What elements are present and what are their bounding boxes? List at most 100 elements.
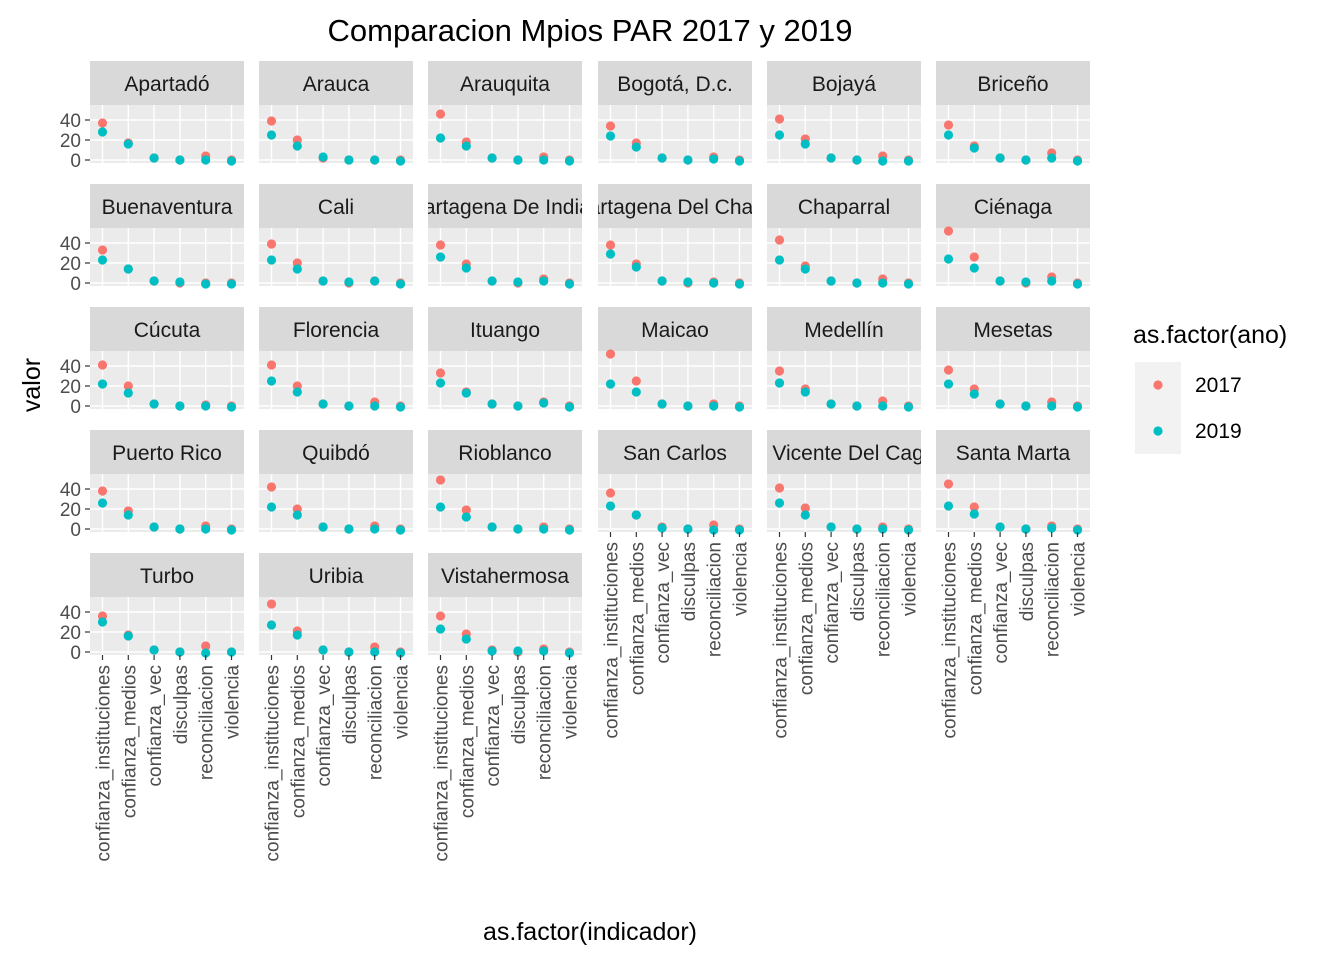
data-point-2019 — [318, 399, 328, 409]
data-point-2019 — [878, 524, 888, 534]
data-point-2019 — [395, 402, 406, 412]
facet-label: Arauca — [303, 73, 370, 96]
data-point-2019 — [564, 156, 575, 166]
data-point-2019 — [995, 522, 1005, 532]
data-point-2019 — [201, 155, 211, 165]
facet-panel: Medellín — [767, 307, 921, 412]
facet-panel: Maicao — [598, 307, 752, 412]
facet-panel: Uribia confianza_instituciones confianza_m… — [259, 553, 413, 861]
data-point-2019 — [149, 522, 159, 532]
facet-panel: Chaparral — [767, 184, 921, 289]
x-tick-label: violencia — [731, 542, 752, 616]
data-point-2019 — [852, 155, 862, 165]
data-point-2019 — [461, 141, 471, 151]
data-point-2019 — [903, 525, 914, 535]
data-point-2019 — [226, 525, 237, 535]
x-tick-label: reconciliacion — [366, 665, 387, 780]
data-point-2019 — [1047, 276, 1057, 286]
data-point-2017 — [943, 479, 954, 489]
data-point-2019 — [123, 510, 133, 520]
data-point-2019 — [826, 399, 836, 409]
data-point-2017 — [605, 121, 616, 131]
data-point-2017 — [605, 488, 616, 498]
x-tick-label: confianza_vec — [991, 542, 1012, 663]
data-point-2019 — [995, 276, 1005, 286]
facet-label: Turbo — [140, 565, 194, 588]
data-point-2017 — [943, 120, 954, 130]
data-point-2019 — [852, 278, 862, 288]
facet-label: Rioblanco — [458, 442, 551, 465]
data-point-2019 — [226, 647, 237, 657]
data-point-2019 — [943, 254, 954, 264]
data-point-2017 — [605, 240, 616, 250]
chart-title: Comparacion Mpios PAR 2017 y 2019 — [328, 13, 853, 48]
facet-label: Buenaventura — [102, 196, 233, 219]
data-point-2017 — [435, 368, 446, 378]
data-point-2019 — [1021, 401, 1031, 411]
data-point-2017 — [435, 475, 446, 485]
data-point-2019 — [903, 402, 914, 412]
y-tick-label: 0 — [70, 520, 81, 541]
x-tick-label: confianza_medios — [796, 542, 817, 695]
data-point-2019 — [201, 648, 211, 658]
facet-strip — [767, 307, 921, 351]
facet-panel: Cartagena Del Chairá — [573, 184, 776, 289]
data-point-2019 — [564, 648, 575, 658]
facet-label: Ituango — [470, 319, 540, 342]
facet-label: Cartagena Del Chairá — [573, 196, 776, 219]
facet-panel: Bojayá — [767, 61, 921, 166]
data-point-2017 — [201, 641, 211, 651]
facet-label: Cali — [318, 196, 354, 219]
data-point-2017 — [435, 109, 446, 119]
panel-background — [936, 105, 1090, 163]
y-tick-label: 0 — [70, 643, 81, 664]
data-point-2019 — [395, 279, 406, 289]
x-tick-label: confianza_medios — [288, 665, 309, 818]
data-point-2019 — [123, 388, 133, 398]
data-point-2019 — [266, 620, 277, 630]
data-point-2017 — [605, 349, 616, 359]
data-point-2019 — [605, 249, 616, 259]
data-point-2019 — [318, 276, 328, 286]
facet-panel: Ciénaga — [936, 184, 1090, 289]
data-point-2017 — [97, 245, 108, 255]
data-point-2017 — [631, 376, 641, 386]
x-tick-label: violencia — [392, 665, 413, 739]
data-point-2019 — [201, 401, 211, 411]
legend-label: 2019 — [1195, 420, 1242, 443]
panel-background — [598, 351, 752, 409]
facet-strip — [936, 61, 1090, 105]
data-point-2019 — [370, 276, 380, 286]
data-point-2019 — [774, 498, 785, 508]
data-point-2017 — [774, 366, 785, 376]
data-point-2019 — [292, 141, 302, 151]
data-point-2017 — [266, 599, 277, 609]
data-point-2019 — [995, 153, 1005, 163]
data-point-2019 — [266, 376, 277, 386]
legend-key-2019 — [1153, 426, 1163, 436]
data-point-2019 — [774, 378, 785, 388]
data-point-2017 — [266, 116, 277, 126]
data-point-2019 — [97, 255, 108, 265]
data-point-2019 — [734, 279, 745, 289]
data-point-2017 — [461, 505, 471, 515]
x-tick-label: confianza_vec — [483, 665, 504, 786]
facet-label: Santa Marta — [956, 442, 1071, 465]
facet-strip — [259, 61, 413, 105]
data-point-2019 — [969, 509, 979, 519]
panel-background — [767, 474, 921, 532]
data-point-2019 — [539, 155, 549, 165]
data-point-2019 — [826, 153, 836, 163]
data-point-2019 — [969, 263, 979, 273]
data-point-2017 — [97, 360, 108, 370]
panel-background — [767, 228, 921, 286]
data-point-2019 — [1021, 277, 1031, 287]
data-point-2019 — [487, 646, 497, 656]
